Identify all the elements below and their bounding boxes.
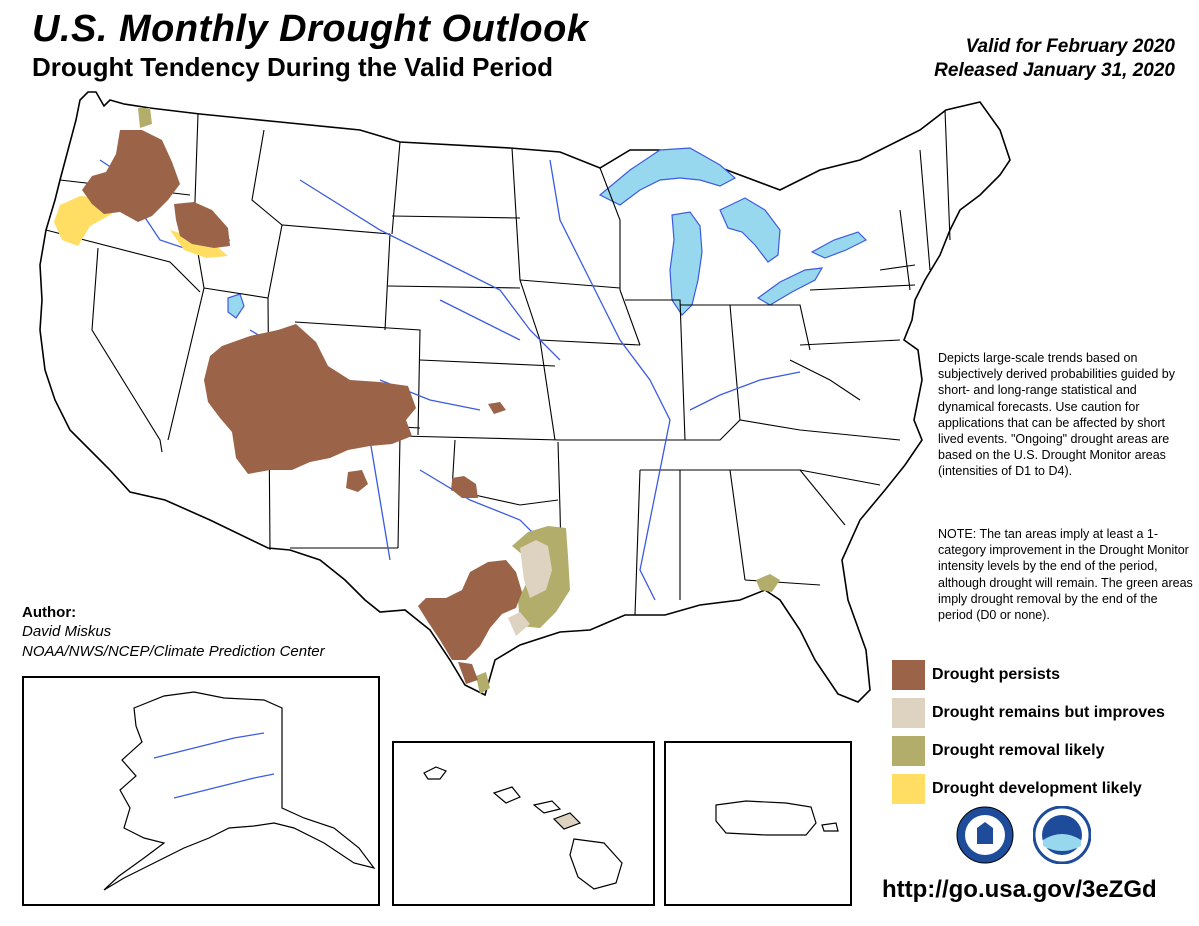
legend-label: Drought persists bbox=[932, 666, 1061, 683]
persists-pacific-northwest bbox=[82, 130, 180, 222]
persists-new-mexico bbox=[346, 470, 368, 492]
valid-period: Valid for February 2020 bbox=[965, 36, 1175, 57]
legend-label: Drought remains but improves bbox=[932, 704, 1165, 721]
improves-texas-east bbox=[520, 540, 552, 598]
persists-texas-south bbox=[458, 662, 478, 684]
legend-swatch bbox=[892, 736, 925, 766]
map-note: NOTE: The tan areas imply at least a 1-c… bbox=[938, 527, 1193, 623]
nws-seal-icon bbox=[956, 806, 1014, 864]
great-lakes bbox=[227, 147, 868, 319]
author-organization: NOAA/NWS/NCEP/Climate Prediction Center bbox=[22, 643, 325, 660]
alaska-map bbox=[103, 691, 376, 891]
legend-item-persists: Drought persists bbox=[892, 656, 1165, 694]
map-title: U.S. Monthly Drought Outlook bbox=[32, 8, 589, 50]
legend: Drought persists Drought remains but imp… bbox=[892, 656, 1165, 808]
persists-four-corners bbox=[204, 324, 416, 474]
legend-swatch bbox=[892, 660, 925, 690]
lake-superior bbox=[598, 147, 737, 206]
nws-seal-graphic bbox=[956, 806, 1014, 864]
great-salt-lake bbox=[227, 293, 245, 319]
drought-improves-areas bbox=[508, 540, 552, 636]
lake-erie bbox=[756, 267, 824, 306]
drought-persists-areas bbox=[82, 130, 522, 684]
persists-idaho bbox=[174, 202, 230, 248]
puerto-rico-map bbox=[715, 800, 839, 836]
improves-texas-south bbox=[508, 612, 530, 636]
persists-oklahoma bbox=[452, 476, 478, 498]
legend-item-removal: Drought removal likely bbox=[892, 732, 1165, 770]
persists-texas bbox=[418, 560, 522, 660]
removal-florida bbox=[756, 574, 780, 592]
legend-item-development: Drought development likely bbox=[892, 770, 1165, 808]
legend-label: Drought development likely bbox=[932, 780, 1142, 797]
puerto-rico-inset bbox=[664, 741, 852, 906]
noaa-seal-graphic bbox=[1032, 805, 1092, 865]
persists-kansas bbox=[488, 402, 506, 414]
hawaii-inset bbox=[392, 741, 655, 906]
outlook-url[interactable]: http://go.usa.gov/3eZGd bbox=[882, 876, 1157, 903]
removal-texas-south bbox=[476, 672, 490, 694]
legend-swatch bbox=[892, 774, 925, 804]
hawaii-map bbox=[423, 766, 623, 890]
lake-ontario bbox=[810, 231, 868, 259]
alaska-inset bbox=[22, 676, 380, 906]
lake-huron bbox=[719, 197, 781, 263]
removal-washington bbox=[138, 108, 152, 128]
map-description: Depicts large-scale trends based on subj… bbox=[938, 351, 1175, 479]
author-heading: Author: bbox=[22, 604, 77, 621]
map-subtitle: Drought Tendency During the Valid Period bbox=[32, 52, 554, 82]
release-date: Released January 31, 2020 bbox=[934, 60, 1175, 81]
legend-item-improves: Drought remains but improves bbox=[892, 694, 1165, 732]
legend-swatch bbox=[892, 698, 925, 728]
author-name: David Miskus bbox=[22, 623, 112, 640]
noaa-seal-icon bbox=[1032, 805, 1092, 865]
legend-label: Drought removal likely bbox=[932, 742, 1105, 759]
